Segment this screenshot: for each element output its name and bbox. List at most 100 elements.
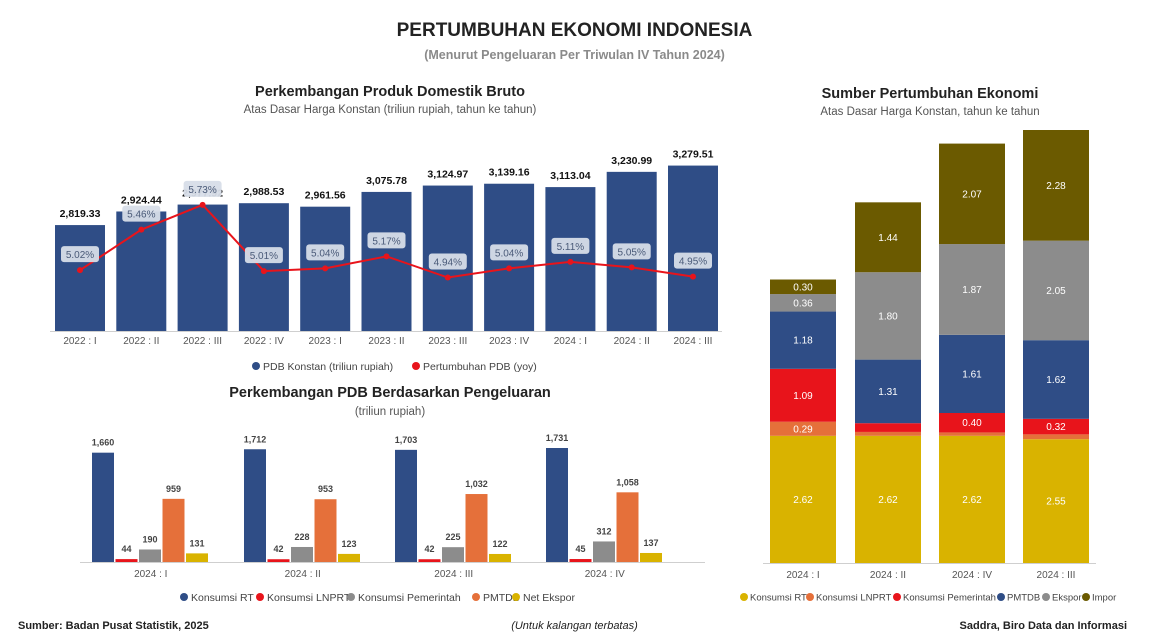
growth-label: 5.02% <box>66 250 94 261</box>
sumber-segment-label: 2.28 <box>1046 181 1066 192</box>
sumber-segment-label: 1.62 <box>1046 375 1066 386</box>
sumber-segment <box>1023 418 1089 435</box>
pdb-category-label: 2023 : II <box>368 336 404 347</box>
pengeluaran-bar <box>186 553 208 562</box>
sumber-segment-label: 2.62 <box>962 495 982 506</box>
legend-sumber-marker <box>740 593 748 601</box>
pdb-bar-label: 3,075.78 <box>366 175 407 187</box>
sumber-segment-label: 2.07 <box>962 189 982 200</box>
sumber-segment <box>770 368 836 422</box>
growth-label-box <box>612 243 651 260</box>
sumber-segment <box>1023 240 1089 341</box>
pdb-bar <box>55 225 105 331</box>
pengeluaran-bar-label: 44 <box>121 544 131 554</box>
sumber-segment-label: 0.30 <box>793 282 813 293</box>
pdb-chart-subtitle: Atas Dasar Harga Konstan (triliun rupiah… <box>243 104 537 116</box>
growth-point <box>77 267 83 274</box>
pdb-bar-label: 2,924.44 <box>121 194 162 206</box>
pengeluaran-bar-label: 1,058 <box>616 477 639 487</box>
sumber-segment <box>770 435 836 563</box>
legend-pengeluaran-label: Konsumsi RT <box>191 592 254 604</box>
pdb-category-label: 2022 : III <box>183 336 222 347</box>
page-title: PERTUMBUHAN EKONOMI INDONESIA <box>396 20 753 41</box>
growth-label-box <box>183 180 222 197</box>
pengeluaran-bar-label: 953 <box>318 484 333 494</box>
pdb-category-label: 2024 : II <box>614 336 650 347</box>
sumber-segment-label: 0.36 <box>793 298 813 309</box>
page-subtitle: (Menurut Pengeluaran Per Triwulan IV Tah… <box>424 48 725 62</box>
growth-point <box>567 258 574 265</box>
pdb-bar-label: 2,819.33 <box>60 208 101 220</box>
growth-point <box>628 264 635 271</box>
pdb-bar <box>668 165 718 331</box>
pengeluaran-bar-label: 123 <box>341 539 356 549</box>
pengeluaran-bar-label: 190 <box>142 534 157 544</box>
growth-label: 5.04% <box>311 248 339 259</box>
sumber-segment-label: 2.62 <box>878 495 898 506</box>
legend-sumber-marker <box>893 593 901 601</box>
growth-label: 5.05% <box>618 247 646 258</box>
pdb-bar-label: 3,139.16 <box>489 167 530 179</box>
growth-label-box <box>61 246 99 263</box>
pengeluaran-bar-label: 42 <box>273 544 283 554</box>
pengeluaran-bar <box>92 452 114 562</box>
growth-label-box <box>674 252 712 269</box>
growth-label: 5.04% <box>495 248 523 259</box>
pengeluaran-bar <box>489 553 511 562</box>
growth-point <box>260 268 267 275</box>
pengeluaran-bar <box>115 559 138 562</box>
pengeluaran-bar <box>640 552 662 562</box>
sumber-segment <box>1023 130 1089 241</box>
legend-sumber-label: Konsumsi Pemerintah <box>903 593 996 604</box>
pdb-category-label: 2024 : I <box>554 336 587 347</box>
footer-source: Sumber: Badan Pusat Statistik, 2025 <box>18 620 209 632</box>
pdb-bar-label: 3,230.99 <box>611 155 652 167</box>
pdb-bar-label: 3,279.51 <box>673 149 714 161</box>
legend-sumber-label: Konsumsi RT <box>750 593 807 604</box>
pdb-category-label: 2022 : II <box>123 336 159 347</box>
legend-pengeluaran-label: PMTDB <box>483 592 520 604</box>
sumber-segment-label: 1.61 <box>962 369 982 380</box>
pdb-category-label: 2023 : IV <box>489 336 529 347</box>
pengeluaran-bar <box>569 559 592 562</box>
legend-pengeluaran-marker <box>472 593 480 601</box>
legend-pengeluaran-marker <box>256 593 264 601</box>
sumber-segment-label: 1.44 <box>878 233 898 244</box>
growth-label-box <box>367 232 406 249</box>
legend-pengeluaran-marker <box>512 593 520 601</box>
growth-point <box>690 273 696 280</box>
pengeluaran-bar-label: 42 <box>424 544 434 554</box>
growth-label-box <box>428 253 467 270</box>
sumber-segment-label: 1.18 <box>793 336 813 347</box>
sumber-category-label: 2024 : IV <box>952 570 992 581</box>
pengeluaran-bar-label: 1,032 <box>465 479 488 489</box>
sumber-segment-label: 1.87 <box>962 285 982 296</box>
sumber-segment-label: 1.09 <box>793 391 813 402</box>
pengeluaran-bar <box>418 559 441 562</box>
sumber-category-label: 2024 : II <box>870 570 906 581</box>
pdb-category-label: 2022 : I <box>63 336 96 347</box>
pengeluaran-bar-label: 1,660 <box>92 438 115 448</box>
pengeluaran-bar-label: 959 <box>166 484 181 494</box>
sumber-segment <box>939 244 1005 335</box>
pengeluaran-bar <box>267 559 290 562</box>
sumber-segment-label: 1.80 <box>878 311 898 322</box>
pengeluaran-chart-title: Perkembangan PDB Berdasarkan Pengeluaran <box>229 385 551 401</box>
sumber-segment <box>855 435 921 563</box>
legend-sumber-marker <box>997 593 1005 601</box>
legend-sumber-label: Konsumsi LNPRT <box>816 593 892 604</box>
pdb-bar-label: 3,113.04 <box>550 170 590 182</box>
pengeluaran-bar-label: 137 <box>643 538 658 548</box>
legend-pengeluaran-label: Konsumsi LNPRT <box>267 592 351 604</box>
pdb-bar <box>177 204 228 331</box>
growth-point <box>138 226 145 233</box>
pengeluaran-bar-label: 312 <box>596 526 611 536</box>
footer-note: (Untuk kalangan terbatas) <box>511 620 638 632</box>
pdb-category-label: 2022 : IV <box>244 336 284 347</box>
growth-label-box <box>490 244 529 261</box>
sumber-segment <box>939 334 1005 414</box>
legend-pdb-label: PDB Konstan (triliun rupiah) <box>263 361 393 373</box>
pengeluaran-bar-label: 228 <box>294 532 309 542</box>
pengeluaran-bar <box>395 449 417 562</box>
